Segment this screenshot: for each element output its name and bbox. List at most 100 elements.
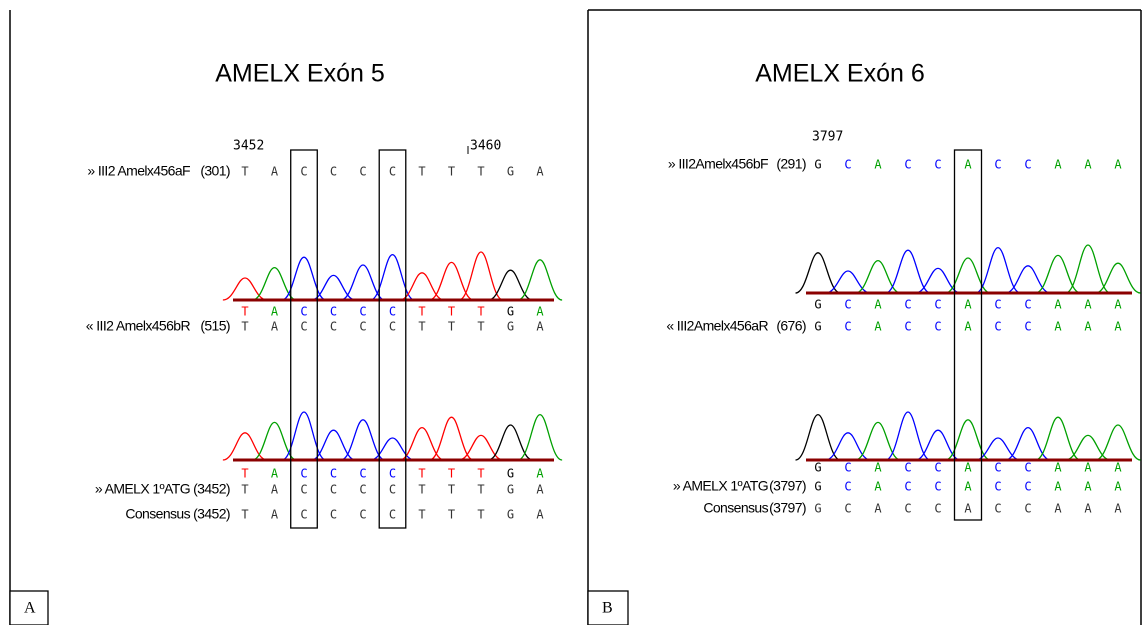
base: T: [241, 508, 248, 522]
trace-base: A: [874, 298, 882, 312]
trace-base: T: [241, 467, 248, 481]
position-label: 3797: [812, 130, 843, 145]
trace-peak: [341, 420, 385, 460]
base: A: [271, 165, 279, 179]
trace-base: G: [507, 467, 514, 481]
base: C: [330, 508, 337, 522]
trace-peak: [946, 420, 991, 460]
base: A: [1084, 320, 1092, 334]
trace-base: C: [934, 461, 941, 475]
trace-peak: [311, 430, 355, 460]
trace-peak: [370, 438, 414, 460]
trace-peak: [1006, 266, 1051, 293]
base: A: [1084, 158, 1092, 172]
row-count: (515): [200, 318, 230, 334]
trace-base: A: [1084, 461, 1092, 475]
panel: AMELX Exón 534523460» III2 Amelx456aF(30…: [10, 60, 562, 625]
trace-base: G: [507, 305, 514, 319]
base: C: [330, 165, 337, 179]
base: A: [1114, 320, 1122, 334]
base: G: [507, 483, 514, 497]
base: G: [507, 508, 514, 522]
row-label: Consensus: [703, 500, 768, 516]
trace-base: C: [300, 305, 307, 319]
trace-peak: [826, 271, 871, 293]
trace-peak: [856, 422, 901, 460]
base: A: [1054, 480, 1062, 494]
base: T: [448, 165, 455, 179]
trace-base: T: [418, 467, 425, 481]
row-label: « III2 Amelx456bR: [86, 318, 191, 334]
base: A: [964, 502, 972, 516]
trace-base: A: [964, 298, 972, 312]
base: T: [477, 508, 484, 522]
base: A: [1054, 320, 1062, 334]
trace-base: C: [359, 467, 366, 481]
trace-base: A: [1054, 461, 1062, 475]
base: C: [300, 165, 307, 179]
base: C: [994, 158, 1001, 172]
trace-base: C: [300, 467, 307, 481]
row-count: (301): [200, 163, 230, 179]
trace-base: A: [271, 305, 279, 319]
base: C: [844, 480, 851, 494]
position-label: 3452: [233, 139, 264, 154]
trace-base: C: [359, 305, 366, 319]
row-count: (3797): [769, 478, 806, 494]
base: C: [844, 320, 851, 334]
base: C: [1024, 158, 1031, 172]
base: C: [844, 158, 851, 172]
base: C: [994, 502, 1001, 516]
base: T: [448, 483, 455, 497]
row-count: (291): [776, 156, 806, 172]
trace-peak: [518, 415, 562, 460]
trace-base: T: [241, 305, 248, 319]
trace-base: A: [536, 305, 544, 319]
row-count: (676): [776, 318, 806, 334]
base: C: [904, 480, 911, 494]
base: C: [359, 165, 366, 179]
trace-base: C: [330, 467, 337, 481]
base: T: [418, 320, 425, 334]
trace-peak: [826, 433, 871, 460]
base: A: [874, 502, 882, 516]
base: A: [536, 320, 544, 334]
base: G: [814, 158, 821, 172]
trace-base: T: [418, 305, 425, 319]
trace-peak: [252, 268, 296, 300]
base: C: [994, 480, 1001, 494]
trace-base: A: [1114, 298, 1122, 312]
base: C: [1024, 502, 1031, 516]
base: C: [1024, 320, 1031, 334]
base: C: [389, 320, 396, 334]
base: C: [330, 483, 337, 497]
trace-peak: [976, 438, 1021, 460]
trace-base: A: [536, 467, 544, 481]
base: C: [389, 483, 396, 497]
base: C: [389, 508, 396, 522]
trace-peak: [946, 258, 991, 293]
base: C: [904, 158, 911, 172]
trace-peak: [916, 268, 961, 293]
base: A: [271, 483, 279, 497]
base: A: [874, 158, 882, 172]
trace-base: A: [1114, 461, 1122, 475]
row-label: » III2 Amelx456aF: [87, 163, 190, 179]
trace-peak: [1066, 435, 1111, 460]
trace-base: C: [389, 305, 396, 319]
base: G: [814, 320, 821, 334]
row-label: Consensus: [125, 506, 190, 522]
trace-peak: [459, 435, 503, 460]
base: T: [418, 483, 425, 497]
base: A: [536, 508, 544, 522]
trace-peak: [518, 260, 562, 300]
base: C: [994, 320, 1001, 334]
trace-base: C: [934, 298, 941, 312]
trace-base: C: [389, 467, 396, 481]
trace-base: A: [874, 461, 882, 475]
base: C: [359, 320, 366, 334]
base: A: [271, 508, 279, 522]
base: G: [507, 165, 514, 179]
trace-peak: [311, 275, 355, 300]
